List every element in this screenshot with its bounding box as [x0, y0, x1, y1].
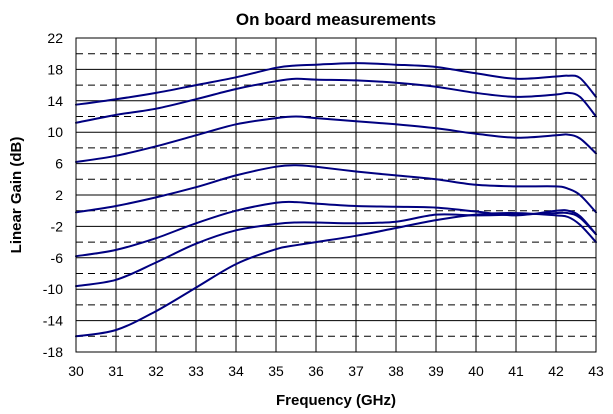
y-tick-label: 6	[55, 156, 63, 172]
chart-title: On board measurements	[236, 10, 436, 29]
series-line-7	[75, 212, 597, 338]
y-axis-title: Linear Gain (dB)	[8, 137, 25, 254]
x-tick-label: 43	[588, 363, 604, 379]
y-tick-label: -10	[43, 281, 63, 297]
series-line-6	[75, 211, 597, 288]
x-tick-label: 36	[308, 363, 324, 379]
series-line-5	[75, 200, 597, 258]
y-tick-label: -18	[43, 344, 63, 360]
series-layer	[75, 62, 597, 338]
x-tick-label: 34	[228, 363, 244, 379]
x-axis-ticks: 30 31 32 33 34 35 36 37 38 39 40 41 42 43	[68, 363, 604, 379]
x-tick-label: 39	[428, 363, 444, 379]
x-axis-title: Frequency (GHz)	[276, 392, 396, 409]
x-tick-label: 41	[508, 363, 524, 379]
plot-frame	[75, 37, 597, 353]
y-tick-label: -2	[51, 218, 64, 234]
y-tick-label: 18	[47, 61, 63, 77]
y-tick-label: 14	[47, 93, 63, 109]
series-line-2	[75, 77, 597, 124]
series-line-4	[75, 164, 597, 214]
x-tick-label: 37	[348, 363, 364, 379]
x-tick-label: 32	[148, 363, 164, 379]
x-tick-label: 30	[68, 363, 84, 379]
x-tick-label: 42	[548, 363, 564, 379]
series-line-3	[75, 115, 597, 163]
y-tick-label: -6	[51, 250, 64, 266]
y-axis-ticks: -18 -14 -10 -6 -2 2 6 10 14 18 22	[43, 30, 63, 360]
x-tick-label: 40	[468, 363, 484, 379]
series-line-1	[75, 62, 597, 106]
y-tick-label: -14	[43, 313, 63, 329]
x-tick-label: 38	[388, 363, 404, 379]
y-tick-label: 22	[47, 30, 63, 46]
grid	[75, 37, 597, 353]
y-tick-label: 2	[55, 187, 63, 203]
y-tick-label: 10	[47, 124, 63, 140]
x-tick-label: 31	[108, 363, 124, 379]
x-tick-label: 35	[268, 363, 284, 379]
x-tick-label: 33	[188, 363, 204, 379]
